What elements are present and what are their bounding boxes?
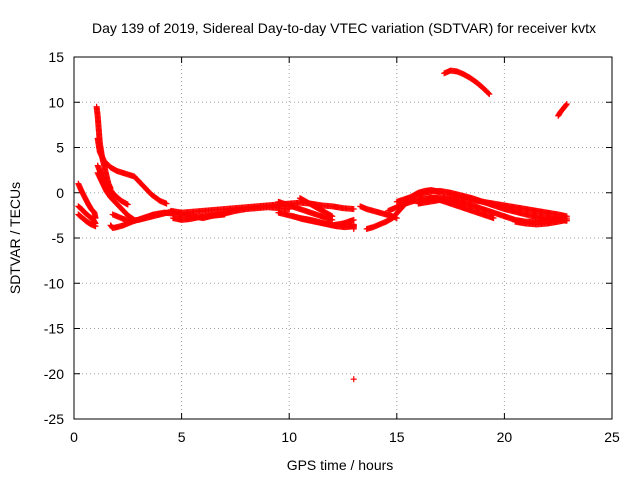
x-tick-label: 0: [70, 429, 78, 445]
y-tick-label: -5: [52, 230, 65, 246]
y-tick-label: 10: [48, 94, 64, 110]
axis-ticks: [73, 56, 613, 420]
y-tick-label: -10: [44, 275, 64, 291]
x-tick-label: 10: [281, 429, 297, 445]
point-arc-f: [124, 201, 131, 208]
x-tick-label: 5: [178, 429, 186, 445]
tick-labels: 0 5 10 15 20 25 15 10 5 0 -5 -10 -15 -20 -25: [44, 49, 620, 445]
point-arc-e: [163, 200, 170, 207]
y-tick-label: -20: [44, 366, 64, 382]
y-axis-label: SDTVAR / TECUs: [7, 182, 23, 294]
point-arc-p: [350, 225, 357, 232]
point-arc-k: [221, 211, 228, 218]
point-arc-j: [350, 206, 357, 213]
x-tick-label: 20: [497, 429, 513, 445]
x-tick-label: 25: [604, 429, 620, 445]
y-tick-label: 15: [48, 49, 64, 65]
point-arc-v: [490, 215, 497, 222]
grid: [74, 57, 612, 419]
chart-title: Day 139 of 2019, Sidereal Day-to-day VTE…: [92, 20, 596, 36]
point-outlier: [350, 376, 357, 383]
y-tick-label: -25: [44, 411, 64, 427]
point-arc-x: [563, 216, 570, 223]
data-points: [75, 67, 570, 383]
point-arc-y: [486, 91, 493, 98]
point-arc-z: [563, 101, 570, 108]
x-axis-label: GPS time / hours: [287, 457, 394, 473]
point-arc-z: [563, 101, 570, 108]
y-tick-label: 0: [56, 185, 64, 201]
point-arc-o: [329, 213, 336, 220]
point-arc-c: [92, 223, 99, 230]
y-tick-label: -15: [44, 321, 64, 337]
x-tick-label: 15: [389, 429, 405, 445]
y-tick-label: 5: [56, 140, 64, 156]
point-arc-y: [485, 90, 492, 97]
